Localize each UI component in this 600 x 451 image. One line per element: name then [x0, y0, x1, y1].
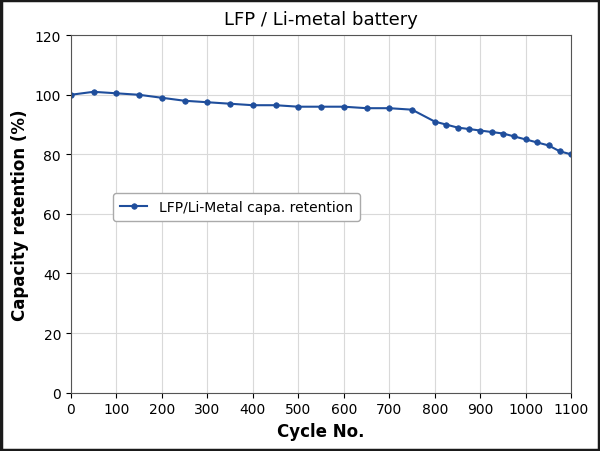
- LFP/Li-Metal capa. retention: [488, 130, 495, 135]
- LFP/Li-Metal capa. retention: [295, 105, 302, 110]
- LFP/Li-Metal capa. retention: [454, 125, 461, 131]
- LFP/Li-Metal capa. retention: [272, 103, 279, 109]
- LFP/Li-Metal capa. retention: [568, 152, 575, 158]
- LFP/Li-Metal capa. retention: [465, 127, 472, 133]
- LFP/Li-Metal capa. retention: [431, 120, 439, 125]
- LFP/Li-Metal capa. retention: [499, 132, 506, 137]
- LFP/Li-Metal capa. retention: [226, 102, 233, 107]
- LFP/Li-Metal capa. retention: [386, 106, 393, 112]
- Line: LFP/Li-Metal capa. retention: LFP/Li-Metal capa. retention: [68, 90, 574, 158]
- LFP/Li-Metal capa. retention: [249, 103, 256, 109]
- LFP/Li-Metal capa. retention: [545, 143, 552, 149]
- LFP/Li-Metal capa. retention: [476, 129, 484, 134]
- LFP/Li-Metal capa. retention: [136, 93, 143, 98]
- Title: LFP / Li-metal battery: LFP / Li-metal battery: [224, 11, 418, 29]
- LFP/Li-Metal capa. retention: [90, 90, 97, 95]
- LFP/Li-Metal capa. retention: [533, 140, 541, 146]
- LFP/Li-Metal capa. retention: [181, 99, 188, 104]
- LFP/Li-Metal capa. retention: [203, 100, 211, 106]
- LFP/Li-Metal capa. retention: [363, 106, 370, 112]
- LFP/Li-Metal capa. retention: [556, 149, 563, 155]
- LFP/Li-Metal capa. retention: [113, 92, 120, 97]
- LFP/Li-Metal capa. retention: [340, 105, 347, 110]
- LFP/Li-Metal capa. retention: [158, 96, 166, 101]
- Legend: LFP/Li-Metal capa. retention: LFP/Li-Metal capa. retention: [113, 193, 359, 221]
- LFP/Li-Metal capa. retention: [317, 105, 325, 110]
- Y-axis label: Capacity retention (%): Capacity retention (%): [11, 109, 29, 320]
- LFP/Li-Metal capa. retention: [409, 108, 416, 113]
- X-axis label: Cycle No.: Cycle No.: [277, 422, 365, 440]
- LFP/Li-Metal capa. retention: [522, 138, 529, 143]
- LFP/Li-Metal capa. retention: [511, 134, 518, 140]
- LFP/Li-Metal capa. retention: [443, 123, 450, 128]
- LFP/Li-Metal capa. retention: [67, 93, 74, 98]
